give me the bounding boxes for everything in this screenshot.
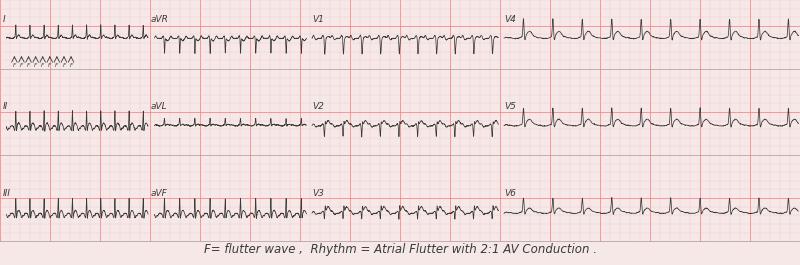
- Text: F: F: [20, 63, 23, 68]
- Text: V6: V6: [504, 189, 516, 198]
- Text: V3: V3: [312, 189, 324, 198]
- Text: F: F: [27, 63, 30, 68]
- Text: V1: V1: [312, 15, 324, 24]
- Text: V2: V2: [312, 102, 324, 111]
- Text: F: F: [62, 63, 66, 68]
- Text: V5: V5: [504, 102, 516, 111]
- Text: F: F: [70, 63, 73, 68]
- Text: F: F: [34, 63, 38, 68]
- Text: aVF: aVF: [150, 189, 167, 198]
- Text: V4: V4: [504, 15, 516, 24]
- Text: F: F: [41, 63, 44, 68]
- Text: F: F: [48, 63, 51, 68]
- Text: II: II: [3, 102, 9, 111]
- Text: F= flutter wave ,  Rhythm = Atrial Flutter with 2:1 AV Conduction .: F= flutter wave , Rhythm = Atrial Flutte…: [203, 243, 597, 256]
- Text: aVL: aVL: [150, 102, 167, 111]
- Text: aVR: aVR: [150, 15, 168, 24]
- Text: I: I: [3, 15, 6, 24]
- Text: III: III: [3, 189, 11, 198]
- Text: F: F: [13, 63, 16, 68]
- Text: F: F: [55, 63, 58, 68]
